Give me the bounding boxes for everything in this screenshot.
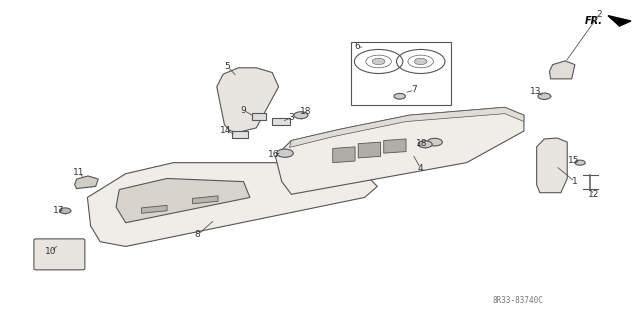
Text: 18: 18 bbox=[300, 107, 312, 116]
Polygon shape bbox=[116, 178, 250, 223]
Text: 3: 3 bbox=[289, 113, 294, 122]
Text: 8R33-83740C: 8R33-83740C bbox=[492, 296, 543, 305]
Text: 12: 12 bbox=[588, 190, 600, 199]
Text: 4: 4 bbox=[418, 164, 424, 173]
Circle shape bbox=[394, 93, 405, 99]
Text: FR.: FR. bbox=[584, 16, 602, 26]
Circle shape bbox=[372, 58, 385, 65]
Polygon shape bbox=[537, 138, 567, 193]
Polygon shape bbox=[549, 61, 575, 79]
Polygon shape bbox=[608, 16, 631, 26]
Text: 5: 5 bbox=[225, 62, 230, 71]
Text: 13: 13 bbox=[530, 87, 541, 96]
Text: 14: 14 bbox=[220, 126, 232, 135]
Text: 1: 1 bbox=[572, 177, 578, 186]
Polygon shape bbox=[75, 176, 99, 189]
Circle shape bbox=[575, 160, 585, 165]
Text: 11: 11 bbox=[74, 168, 85, 177]
FancyBboxPatch shape bbox=[34, 239, 85, 270]
Polygon shape bbox=[217, 68, 278, 133]
Text: 16: 16 bbox=[268, 150, 280, 159]
Bar bbox=[272, 118, 290, 125]
Circle shape bbox=[418, 141, 432, 148]
Polygon shape bbox=[289, 107, 524, 147]
Text: 6: 6 bbox=[354, 42, 360, 51]
Bar bbox=[351, 42, 451, 105]
Text: 10: 10 bbox=[45, 247, 57, 256]
Text: 8: 8 bbox=[195, 230, 200, 239]
Polygon shape bbox=[384, 139, 406, 153]
Text: 9: 9 bbox=[241, 106, 246, 115]
Text: 7: 7 bbox=[412, 85, 417, 94]
Polygon shape bbox=[193, 196, 218, 204]
Text: 15: 15 bbox=[568, 156, 579, 165]
Circle shape bbox=[427, 138, 442, 146]
Circle shape bbox=[294, 112, 308, 119]
Bar bbox=[252, 113, 266, 120]
Circle shape bbox=[414, 58, 427, 65]
Circle shape bbox=[276, 149, 293, 157]
Polygon shape bbox=[275, 107, 524, 194]
Circle shape bbox=[538, 93, 550, 100]
Text: 17: 17 bbox=[53, 206, 65, 215]
Polygon shape bbox=[333, 147, 355, 163]
Polygon shape bbox=[358, 142, 381, 158]
Polygon shape bbox=[141, 205, 167, 213]
Text: 2: 2 bbox=[596, 10, 602, 19]
Bar bbox=[232, 131, 248, 138]
Circle shape bbox=[60, 208, 71, 214]
Text: 18: 18 bbox=[416, 139, 428, 148]
Polygon shape bbox=[88, 163, 378, 247]
